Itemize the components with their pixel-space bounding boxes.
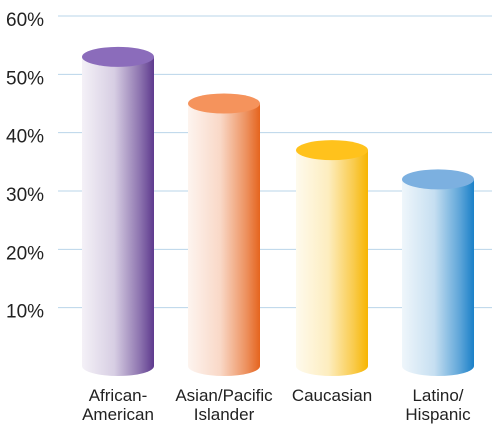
x-tick-label: Latino/ Hispanic: [405, 386, 471, 424]
bar-cap: [402, 169, 474, 190]
bar-cap: [82, 46, 154, 67]
bar-cap: [188, 93, 260, 114]
y-tick-label: 30%: [6, 185, 44, 206]
x-tick-label: Asian/Pacific Islander: [175, 386, 273, 424]
x-tick-label: Caucasian: [291, 386, 373, 405]
bar: [82, 56, 154, 376]
y-tick-label: 50%: [6, 68, 44, 89]
bar-cap: [296, 140, 368, 161]
x-tick-label: African- American: [82, 386, 154, 424]
y-tick-label: 60%: [6, 10, 44, 31]
bar: [188, 103, 260, 376]
y-tick-label: 10%: [6, 302, 44, 323]
bar: [402, 179, 474, 376]
bar: [296, 150, 368, 376]
y-tick-label: 20%: [6, 243, 44, 264]
y-tick-label: 40%: [6, 127, 44, 148]
